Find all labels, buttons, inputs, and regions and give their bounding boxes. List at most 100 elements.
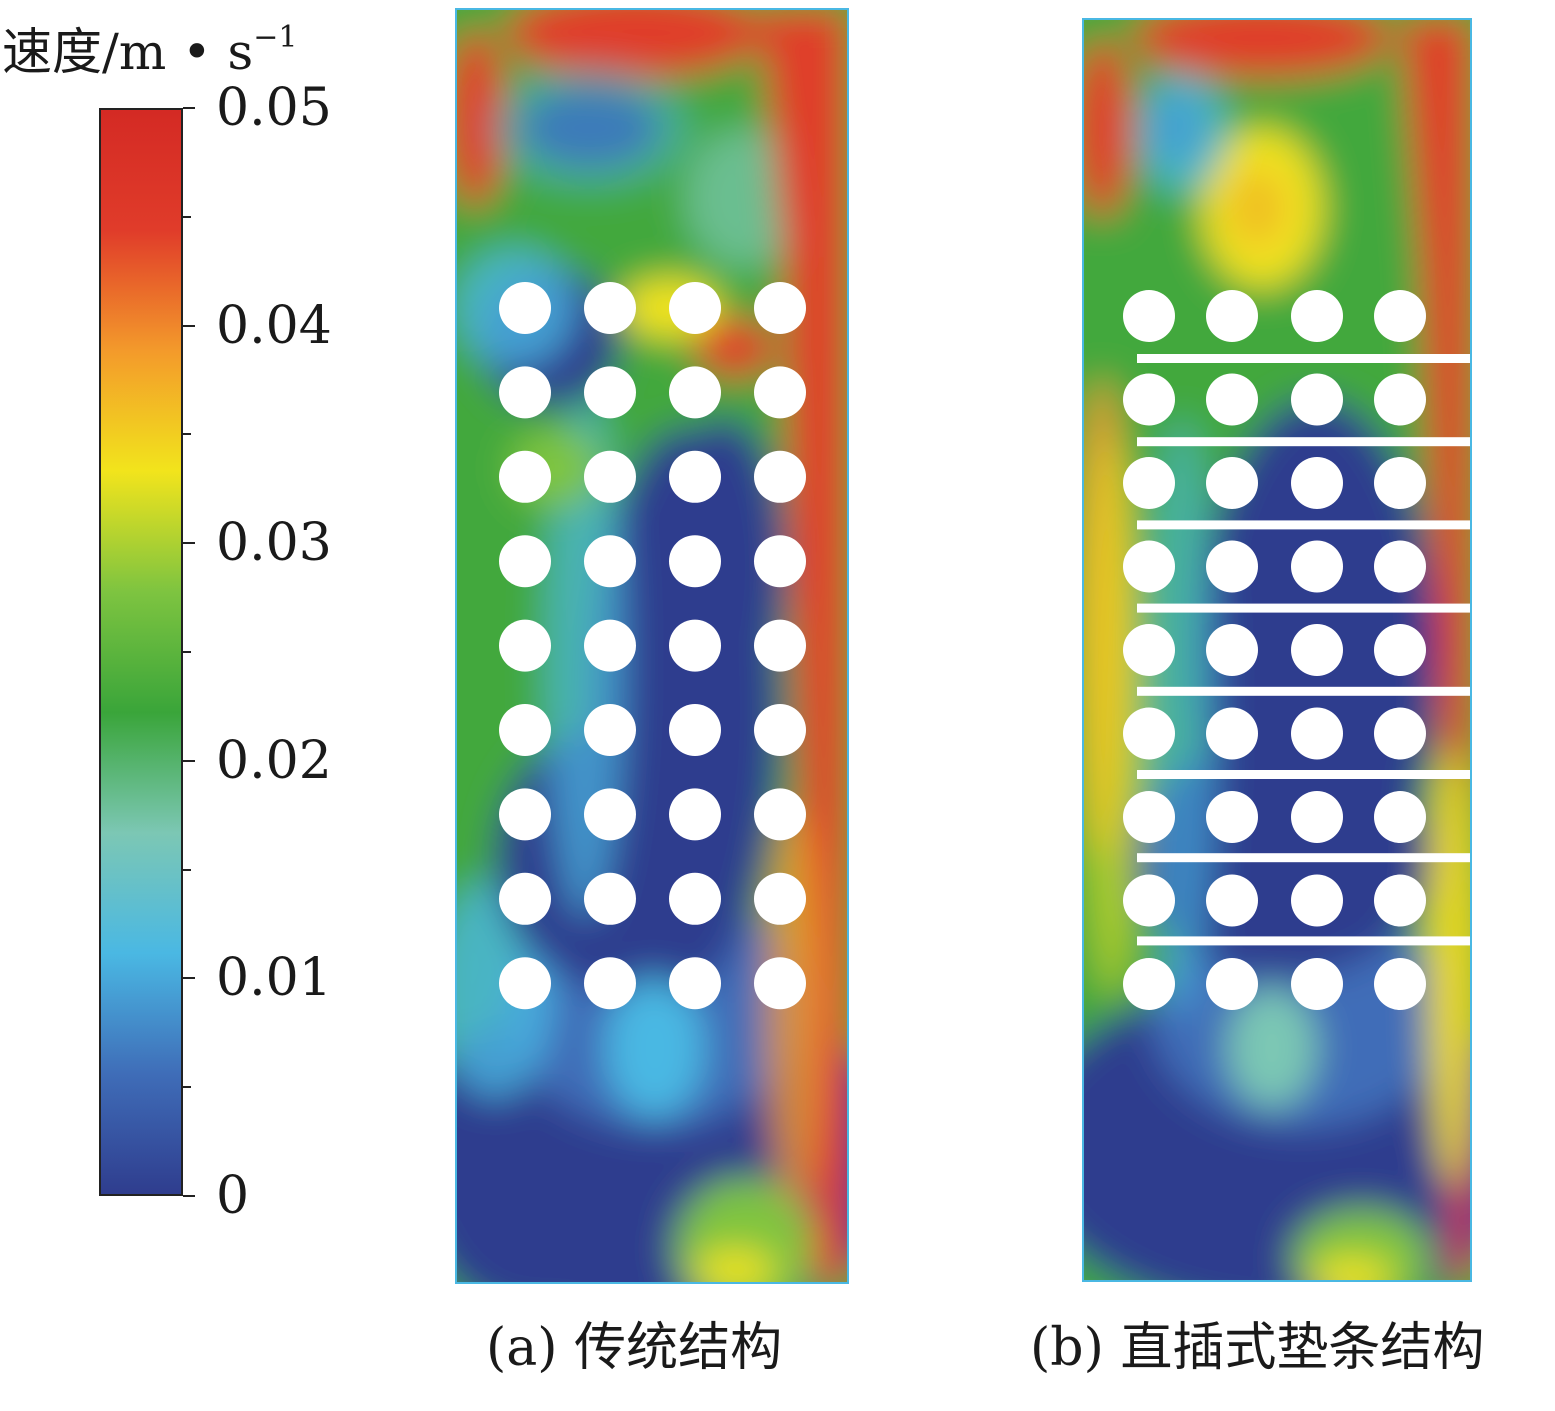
tube bbox=[754, 535, 806, 588]
tube bbox=[754, 366, 806, 419]
tube bbox=[1123, 624, 1175, 676]
tube bbox=[1123, 958, 1175, 1010]
spacer-strip bbox=[1137, 686, 1472, 696]
tube bbox=[1374, 373, 1426, 426]
tube bbox=[1374, 457, 1426, 509]
colorbar-minor-tick bbox=[183, 215, 191, 218]
tube bbox=[584, 450, 636, 503]
tube bbox=[499, 788, 551, 841]
colorbar-tick-label: 0 bbox=[216, 1166, 250, 1226]
tube bbox=[754, 957, 806, 1010]
panel-a-contour bbox=[455, 8, 849, 1284]
panel-a-caption: (a) 传统结构 bbox=[486, 1318, 783, 1378]
tube bbox=[1291, 958, 1343, 1010]
tube bbox=[1206, 707, 1258, 760]
tube bbox=[584, 957, 636, 1010]
tube bbox=[1206, 373, 1258, 426]
tube bbox=[754, 282, 806, 334]
tube bbox=[1291, 874, 1343, 927]
colorbar-major-tick bbox=[183, 977, 195, 980]
tube bbox=[1291, 624, 1343, 676]
spacer-strip bbox=[1137, 936, 1472, 946]
tube bbox=[499, 619, 551, 672]
tube bbox=[1291, 791, 1343, 843]
tube bbox=[1123, 373, 1175, 426]
colorbar-minor-tick bbox=[183, 651, 191, 653]
tube bbox=[584, 366, 636, 419]
colorbar-tick-label: 0.05 bbox=[216, 78, 332, 138]
colorbar-tick-label: 0.03 bbox=[216, 513, 332, 574]
left-red-zone bbox=[455, 28, 505, 208]
upper-yellow bbox=[1227, 168, 1287, 248]
upper-cyan bbox=[1137, 73, 1227, 193]
colorbar-major-tick bbox=[183, 759, 195, 762]
tube bbox=[669, 282, 721, 334]
colorbar-title-exponent: −1 bbox=[253, 20, 298, 55]
tube bbox=[669, 788, 721, 841]
tube bbox=[499, 535, 551, 588]
spacer-strip bbox=[1137, 354, 1472, 363]
tube bbox=[754, 619, 806, 672]
colorbar-minor-tick bbox=[183, 868, 191, 871]
tube bbox=[584, 872, 636, 925]
colorbar-tick-label: 0.01 bbox=[216, 948, 332, 1009]
panel-b-caption: (b) 直插式垫条结构 bbox=[1030, 1318, 1485, 1378]
tube bbox=[1206, 290, 1258, 342]
tube bbox=[584, 282, 636, 334]
tube bbox=[1123, 290, 1175, 342]
upper-cyan bbox=[490, 68, 690, 188]
tube bbox=[1206, 874, 1258, 927]
tube bbox=[1374, 958, 1426, 1010]
spacer-strip bbox=[1137, 520, 1472, 530]
spacer-strip bbox=[1137, 853, 1472, 863]
tube bbox=[1374, 874, 1426, 927]
velocity-field bbox=[455, 8, 849, 1284]
colorbar-major-tick bbox=[183, 1195, 195, 1197]
panel-border bbox=[1082, 18, 1472, 1282]
tube bbox=[499, 957, 551, 1010]
tube bbox=[669, 957, 721, 1010]
tube bbox=[669, 704, 721, 756]
colorbar-major-tick bbox=[183, 107, 195, 109]
tube bbox=[1206, 540, 1258, 593]
tube bbox=[1374, 624, 1426, 676]
tube bbox=[499, 704, 551, 756]
colorbar-tick-label: 0.04 bbox=[216, 295, 332, 356]
tube bbox=[669, 872, 721, 925]
tube bbox=[669, 450, 721, 503]
tube bbox=[584, 535, 636, 588]
tube bbox=[1374, 707, 1426, 760]
colorbar-minor-tick bbox=[183, 1086, 191, 1089]
tube bbox=[1123, 707, 1175, 760]
colorbar-tick-label: 0.02 bbox=[216, 730, 332, 791]
tube bbox=[499, 872, 551, 925]
colorbar-major-tick bbox=[183, 324, 195, 327]
tube bbox=[499, 450, 551, 503]
spacer-strip bbox=[1137, 437, 1472, 447]
tube bbox=[754, 704, 806, 756]
cyan-plume bbox=[605, 978, 705, 1118]
tube bbox=[1123, 540, 1175, 593]
tube bbox=[1123, 457, 1175, 509]
tube bbox=[1123, 874, 1175, 927]
cyan-plume bbox=[1227, 988, 1317, 1108]
orange-hotspot bbox=[695, 318, 775, 378]
tube bbox=[584, 619, 636, 672]
tube bbox=[1206, 791, 1258, 843]
yellow-spot bbox=[1312, 1258, 1392, 1282]
tube bbox=[1291, 290, 1343, 342]
colorbar bbox=[99, 108, 183, 1196]
tube bbox=[754, 872, 806, 925]
tube bbox=[1123, 791, 1175, 843]
tube bbox=[1291, 707, 1343, 760]
colorbar-minor-tick bbox=[183, 433, 191, 436]
tube bbox=[1206, 457, 1258, 509]
tube bbox=[1291, 540, 1343, 593]
panel-a-velocity-field bbox=[455, 8, 849, 1284]
tube bbox=[584, 704, 636, 756]
tube bbox=[1374, 540, 1426, 593]
tube bbox=[754, 450, 806, 503]
left-red-zone bbox=[1082, 38, 1132, 218]
tube bbox=[1206, 624, 1258, 676]
spacer-strip bbox=[1137, 770, 1472, 779]
